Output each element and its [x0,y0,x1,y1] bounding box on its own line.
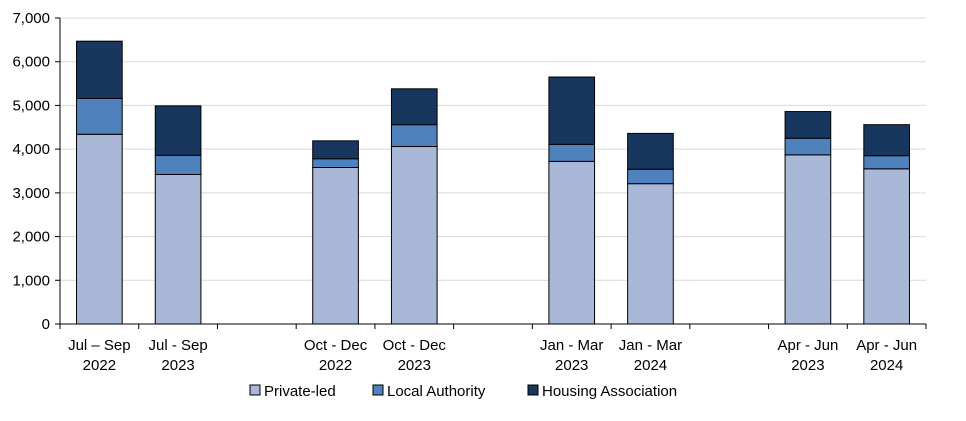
x-category-year-label: 2024 [870,357,903,374]
bar-segment [784,154,832,325]
y-tick-label: 1,000 [12,272,50,289]
x-category-label: Jan - Mar [540,337,603,354]
x-category-label: Oct - Dec [383,337,447,354]
y-tick-label: 6,000 [12,54,50,71]
bar-segment [627,168,674,185]
bar-segment [548,76,596,145]
x-category-year-label: 2023 [161,357,194,374]
bar-segment [548,160,596,325]
x-category-label: Jan - Mar [619,337,682,354]
y-tick-label: 2,000 [12,229,50,246]
legend-swatch [372,384,384,396]
bar-segment [627,132,674,170]
x-category-year-label: 2023 [398,357,431,374]
bar-segment [154,173,202,325]
bar-segment [863,155,910,170]
bar-segment [390,88,438,126]
bar-segment [390,146,438,325]
bar-segment [863,168,910,325]
legend: Private-led Local Authority Housing Associ… [249,383,677,400]
y-tick-label: 0 [42,316,50,333]
bar-segment [784,137,832,156]
bar-segment [76,133,123,325]
bar-segment [390,124,438,148]
y-tick-label: 3,000 [12,185,50,202]
y-tick-label: 7,000 [12,10,50,27]
y-tick-label: 5,000 [12,97,50,114]
legend-label: Housing Association [542,383,677,400]
x-category-label: Apr - Jun [777,337,838,354]
bar-segment [863,124,910,157]
bar-segment [154,105,202,156]
legend-label: Local Authority [387,383,486,400]
bar-segment [312,167,359,325]
x-category-year-label: 2023 [791,357,824,374]
x-category-year-label: 2024 [634,357,667,374]
bar-segment [76,40,123,99]
x-category-label: Apr - Jun [856,337,917,354]
bar-segment [154,154,202,175]
y-tick-label: 4,000 [12,141,50,158]
x-category-label: Oct - Dec [304,337,368,354]
x-category-year-label: 2022 [319,357,352,374]
legend-swatch [249,384,261,396]
bar-segment [627,183,674,325]
bar-segment [784,111,832,139]
legend-label: Private-led [264,383,336,400]
legend-swatch [527,384,539,396]
x-category-year-label: 2022 [83,357,116,374]
x-category-label: Jul – Sep [68,337,131,354]
bar-segment [548,143,596,162]
bar-segment [76,97,123,135]
x-category-label: Jul - Sep [148,337,207,354]
x-category-year-label: 2023 [555,357,588,374]
bar-segment [312,158,359,169]
bar-segment [312,140,359,160]
